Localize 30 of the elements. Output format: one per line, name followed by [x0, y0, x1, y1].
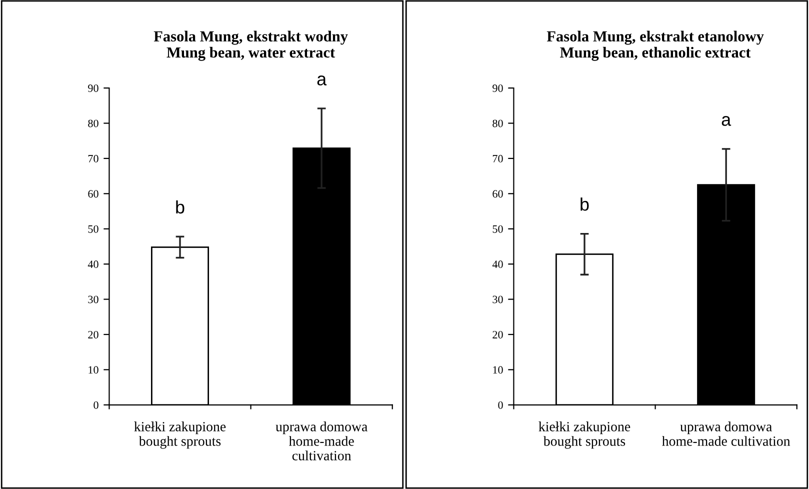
annotation: b — [176, 200, 184, 214]
y-tick-label: 30 — [492, 296, 503, 304]
y-tick-label: 50 — [492, 225, 503, 233]
y-tick-label: 90 — [88, 84, 98, 92]
annotation: a — [722, 116, 732, 126]
y-tick-label: 80 — [492, 120, 503, 128]
x-tick-label: uprawa domowa home-made cultivation — [662, 422, 790, 446]
y-tick-label: 90 — [492, 84, 503, 92]
annotation: b — [580, 198, 589, 211]
y-tick-label: 40 — [88, 260, 98, 268]
chart-title: Fasola Mung, ekstrakt etanolowy Mung bean, ethanolic extract — [546, 30, 764, 61]
y-tick-label: 10 — [88, 366, 98, 374]
y-tick-label: 60 — [492, 190, 503, 198]
y-tick-label: 50 — [88, 225, 98, 233]
chart-title: Fasola Mung, ekstrakt wodny Mung bean, water extract — [154, 30, 348, 61]
y-tick-label: 60 — [88, 190, 98, 198]
y-tick-label: 20 — [88, 330, 98, 338]
x-tick-label: kiełki zakupione bought sprouts — [538, 422, 630, 449]
y-tick-label: 30 — [88, 296, 98, 304]
x-tick-label: uprawa domowa home-made cultivation — [276, 422, 368, 460]
text: a — [317, 76, 327, 86]
y-tick-label: 0 — [498, 401, 503, 409]
y-tick-label: 70 — [492, 154, 503, 162]
y-tick-label: 20 — [492, 330, 503, 338]
y-tick-label: 80 — [88, 120, 98, 128]
y-tick-label: 40 — [492, 260, 503, 268]
x-tick-label: kiełki zakupione bought sprouts — [134, 422, 226, 449]
y-tick-label: 10 — [493, 366, 503, 374]
y-tick-label: 0 — [94, 401, 98, 409]
y-tick-label: 70 — [88, 154, 98, 162]
